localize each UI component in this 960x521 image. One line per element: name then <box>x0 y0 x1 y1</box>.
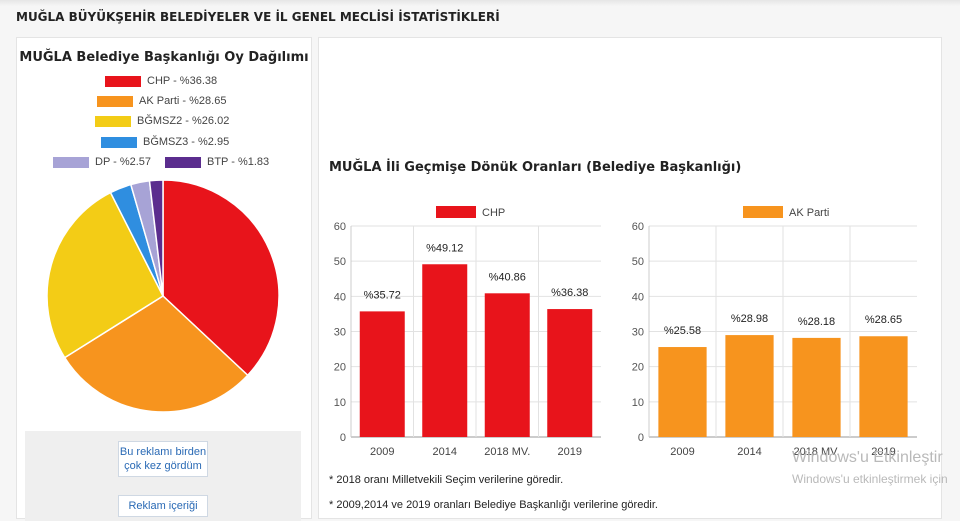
history-charts: CHP 0 10 20 30 40 50 60 %35.72 2009 %49.12 2014 %40.… <box>334 206 917 458</box>
y-tick-label: 40 <box>632 291 644 303</box>
pie-slice-chp[interactable] <box>162 179 280 377</box>
legend-swatch <box>165 156 201 168</box>
bar-value-label: %35.72 <box>364 289 401 301</box>
chart-legend-label: CHP <box>482 207 505 219</box>
history-title: MUĞLA İli Geçmişe Dönük Oranları (Beledi… <box>329 160 742 175</box>
bar[interactable] <box>484 293 530 437</box>
y-tick-label: 20 <box>632 362 644 374</box>
legend-swatch <box>97 95 133 107</box>
y-tick-label: 60 <box>632 221 644 233</box>
ad-area: Bu reklamı birden çok kez gördüm Reklam … <box>25 431 301 521</box>
bar-chart-ak-parti: AK Parti 0 10 20 30 40 50 60 %25.58 2009 %28.98 201… <box>632 206 917 458</box>
bar[interactable] <box>725 335 774 437</box>
history-panel: MUĞLA İli Geçmişe Dönük Oranları (Beledi… <box>318 37 942 519</box>
chart-legend-swatch <box>743 206 783 218</box>
legend-item-btp[interactable]: BTP - %1.83 <box>165 156 269 168</box>
bar-value-label: %28.98 <box>731 313 768 325</box>
legend-item-ak-parti[interactable]: AK Parti - %28.65 <box>97 95 226 107</box>
y-tick-label: 60 <box>334 221 346 233</box>
y-tick-label: 0 <box>340 432 346 444</box>
pie-slice-ak-parti[interactable] <box>63 295 249 413</box>
chart-legend-swatch <box>436 206 476 218</box>
y-tick-label: 20 <box>334 362 346 374</box>
bar-value-label: %40.86 <box>489 271 526 283</box>
bar-value-label: %36.38 <box>551 287 588 299</box>
legend-label: BTP - %1.83 <box>207 156 270 168</box>
legend-item-bgmsz3[interactable]: BĞMSZ3 - %2.95 <box>101 136 229 148</box>
x-tick-label: 2018 MV. <box>793 446 839 458</box>
legend-label: BĞMSZ3 - %2.95 <box>143 136 230 148</box>
bar[interactable] <box>859 336 908 437</box>
x-tick-label: 2009 <box>670 446 694 458</box>
legend-label: CHP - %36.38 <box>147 75 218 87</box>
x-tick-label: 2018 MV. <box>484 446 530 458</box>
bar[interactable] <box>792 337 841 437</box>
pie-slice-bğmsz2[interactable] <box>46 191 164 359</box>
y-tick-label: 50 <box>334 256 346 268</box>
bar[interactable] <box>359 311 405 437</box>
chart-legend-label: AK Parti <box>789 207 829 219</box>
page-title: MUĞLA BÜYÜKŞEHİR BELEDİYELER VE İL GENEL… <box>16 10 500 24</box>
pie-slice-btp[interactable] <box>148 179 164 297</box>
x-tick-label: 2019 <box>871 446 895 458</box>
legend-swatch <box>105 75 141 87</box>
y-tick-label: 50 <box>632 256 644 268</box>
x-tick-label: 2014 <box>433 446 457 458</box>
legend-swatch <box>53 156 89 168</box>
y-tick-label: 30 <box>334 327 346 339</box>
windows-activation-title: Windows'u Etkinleştir <box>792 449 943 466</box>
legend-label: AK Parti - %28.65 <box>139 95 227 107</box>
pie-title: MUĞLA Belediye Başkanlığı Oy Dağılımı <box>19 50 309 65</box>
pie-chart <box>46 179 280 413</box>
y-tick-label: 0 <box>638 432 644 444</box>
top-shadow <box>0 0 960 6</box>
y-tick-label: 40 <box>334 291 346 303</box>
y-tick-label: 10 <box>334 397 346 409</box>
bar[interactable] <box>658 347 707 437</box>
legend-item-bgmsz2[interactable]: BĞMSZ2 - %26.02 <box>95 115 229 127</box>
note-2018: * 2018 oranı Milletvekili Seçim verileri… <box>329 474 564 486</box>
ad-seen-button[interactable]: Bu reklamı birden çok kez gördüm <box>118 441 208 477</box>
legend-label: DP - %2.57 <box>95 156 152 168</box>
legend-swatch <box>101 136 137 148</box>
legend-swatch <box>95 115 131 127</box>
bar[interactable] <box>422 264 468 437</box>
x-tick-label: 2009 <box>370 446 394 458</box>
bar-chart-chp: CHP 0 10 20 30 40 50 60 %35.72 2009 %49.12 2014 %40.… <box>334 206 601 458</box>
bar-value-label: %49.12 <box>426 242 463 254</box>
y-tick-label: 10 <box>632 397 644 409</box>
legend-item-chp[interactable]: CHP - %36.38 <box>105 75 217 87</box>
ad-content-button[interactable]: Reklam içeriği <box>118 495 208 517</box>
legend-label: BĞMSZ2 - %26.02 <box>137 115 230 127</box>
x-tick-label: 2019 <box>558 446 582 458</box>
note-2009-2014-2019: * 2009,2014 ve 2019 oranları Belediye Ba… <box>329 499 658 511</box>
bar-value-label: %28.65 <box>865 314 902 326</box>
windows-activation-text: Windows'u etkinleştirmek için <box>792 472 948 486</box>
y-tick-label: 30 <box>632 327 644 339</box>
bar-value-label: %25.58 <box>664 325 701 337</box>
legend-item-dp[interactable]: DP - %2.57 <box>53 156 151 168</box>
bar[interactable] <box>547 309 593 437</box>
bar-value-label: %28.18 <box>798 316 835 328</box>
x-tick-label: 2014 <box>737 446 761 458</box>
pie-panel: MUĞLA Belediye Başkanlığı Oy Dağılımı CH… <box>16 37 312 521</box>
